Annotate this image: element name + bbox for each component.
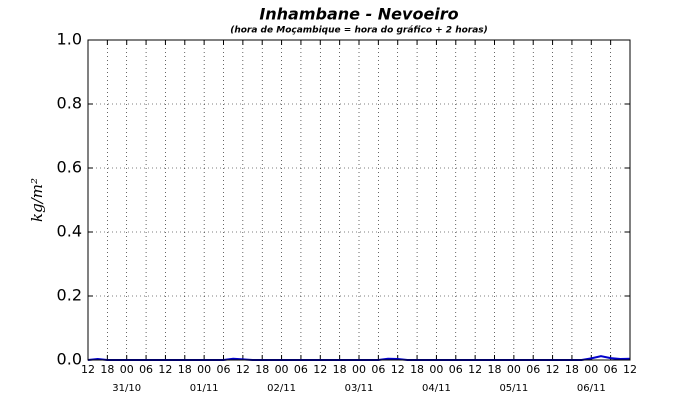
- x-tick-label: 18: [100, 363, 114, 376]
- x-tick-label: 18: [565, 363, 579, 376]
- date-label: 06/11: [577, 383, 606, 394]
- x-tick-label: 18: [488, 363, 502, 376]
- y-tick-label: 1.0: [57, 30, 82, 49]
- date-label: 05/11: [499, 383, 528, 394]
- x-tick-label: 06: [371, 363, 385, 376]
- y-axis-label: kg/m²: [28, 178, 46, 222]
- date-label: 02/11: [267, 383, 296, 394]
- x-tick-label: 06: [526, 363, 540, 376]
- x-tick-label: 18: [333, 363, 347, 376]
- x-tick-label: 00: [352, 363, 366, 376]
- chart-title: Inhambane - Nevoeiro: [259, 5, 458, 24]
- plot-frame: [87, 39, 631, 361]
- y-tick-label: 0.0: [57, 350, 82, 369]
- x-tick-label: 06: [139, 363, 153, 376]
- x-tick-label: 12: [546, 363, 560, 376]
- x-tick-label: 18: [178, 363, 192, 376]
- x-tick-label: 06: [294, 363, 308, 376]
- date-label: 01/11: [190, 383, 219, 394]
- x-tick-label: 18: [410, 363, 424, 376]
- x-tick-label: 12: [468, 363, 482, 376]
- x-tick-label: 12: [158, 363, 172, 376]
- x-tick-label: 12: [313, 363, 327, 376]
- x-tick-label: 12: [623, 363, 637, 376]
- chart-subtitle: (hora de Moçambique = hora do gráfico + …: [230, 26, 488, 36]
- y-tick-label: 0.4: [57, 222, 82, 241]
- x-tick-label: 00: [275, 363, 289, 376]
- x-tick-label: 12: [81, 363, 95, 376]
- x-tick-label: 00: [197, 363, 211, 376]
- x-tick-label: 12: [236, 363, 250, 376]
- x-tick-label: 00: [584, 363, 598, 376]
- x-tick-label: 06: [217, 363, 231, 376]
- x-tick-label: 18: [255, 363, 269, 376]
- y-tick-label: 0.8: [57, 94, 82, 113]
- x-tick-label: 12: [391, 363, 405, 376]
- date-label: 03/11: [345, 383, 374, 394]
- y-tick-label: 0.6: [57, 158, 82, 177]
- x-tick-label: 06: [604, 363, 618, 376]
- x-tick-label: 06: [449, 363, 463, 376]
- y-tick-label: 0.2: [57, 286, 82, 305]
- x-tick-label: 00: [429, 363, 443, 376]
- date-label: 04/11: [422, 383, 451, 394]
- date-label: 31/10: [112, 383, 141, 394]
- x-tick-label: 00: [120, 363, 134, 376]
- x-tick-label: 00: [507, 363, 521, 376]
